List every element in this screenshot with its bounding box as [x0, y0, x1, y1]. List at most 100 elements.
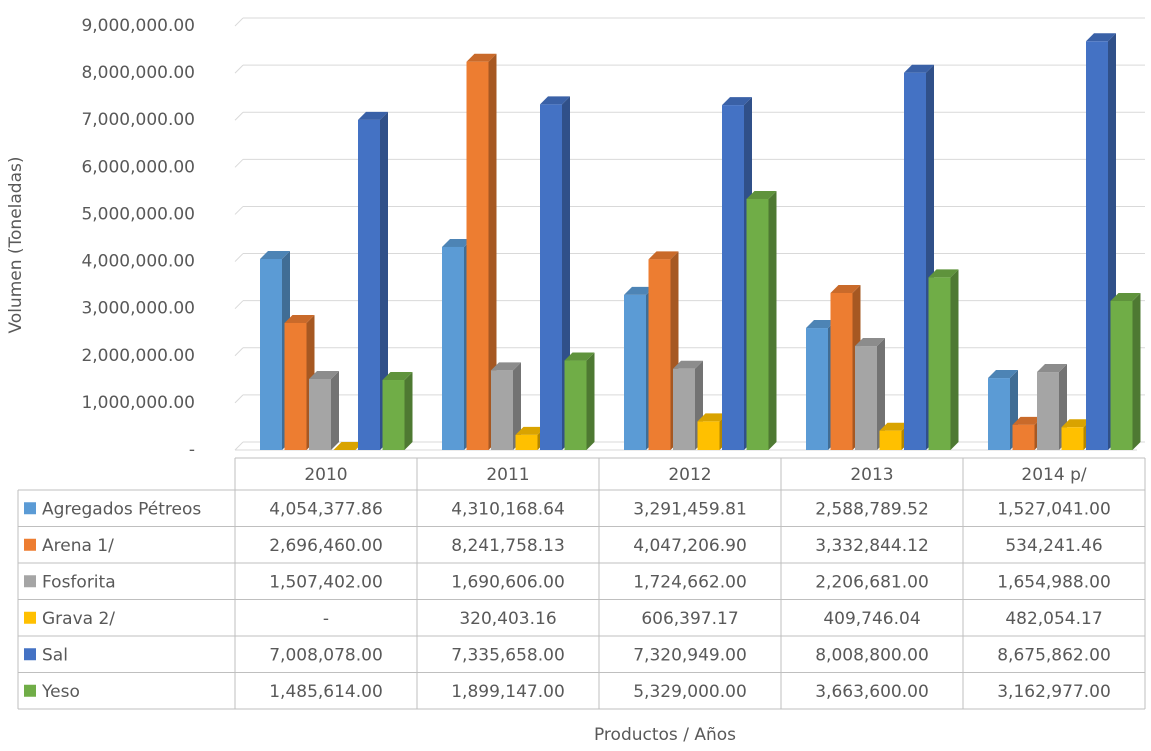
bar-top — [697, 413, 728, 422]
table-value: 1,690,606.00 — [451, 572, 565, 592]
y-tick-label: 1,000,000.00 — [81, 393, 195, 413]
bar-top — [1012, 416, 1043, 425]
bar-side — [768, 190, 777, 450]
grid-line-side — [234, 206, 244, 215]
bar-top — [830, 284, 861, 293]
bar-top — [722, 97, 752, 106]
grid-line-side — [234, 158, 244, 168]
y-tick-label: 6,000,000.00 — [81, 157, 195, 177]
table-value: 2,696,460.00 — [269, 536, 383, 556]
bar — [746, 198, 769, 450]
legend-key — [24, 502, 36, 515]
bar — [358, 119, 380, 450]
bar-side — [513, 362, 521, 450]
legend-label: Fosforita — [42, 572, 116, 592]
bar — [564, 360, 587, 450]
bar-top — [1037, 364, 1067, 373]
table-value: 1,507,402.00 — [269, 572, 383, 592]
legend-label: Grava 2/ — [42, 609, 115, 629]
y-tick-label: 7,000,000.00 — [81, 110, 195, 130]
legend-key — [24, 648, 36, 661]
table-value: 606,397.17 — [641, 609, 738, 629]
bar — [830, 292, 853, 450]
table-value: 1,527,041.00 — [997, 499, 1111, 519]
bar — [1110, 300, 1133, 450]
y-tick-label: 3,000,000.00 — [81, 299, 195, 319]
bar-top — [358, 111, 388, 120]
table-value: 3,332,844.12 — [815, 536, 929, 556]
bar-top — [904, 64, 934, 73]
grid-line-side — [234, 111, 244, 121]
legend-label: Agregados Pétreos — [42, 499, 201, 519]
bar — [1086, 41, 1108, 450]
bar-side — [950, 269, 959, 450]
grid-line-side — [234, 300, 244, 310]
table-value: 409,746.04 — [823, 609, 920, 629]
bar-side — [404, 372, 413, 450]
bar — [928, 277, 951, 450]
table-value: 7,008,078.00 — [269, 645, 383, 665]
bar — [988, 378, 1010, 450]
x-tick-label: 2012 — [668, 465, 711, 485]
bar — [382, 380, 405, 450]
y-tick-label: 8,000,000.00 — [81, 63, 195, 83]
table-value: 7,335,658.00 — [451, 645, 565, 665]
bar-side — [331, 370, 339, 450]
table-value: 482,054.17 — [1005, 609, 1102, 629]
bar-top — [1086, 33, 1116, 42]
bar — [466, 61, 489, 450]
legend-key — [24, 538, 36, 551]
bar — [879, 430, 902, 450]
bar-top — [988, 370, 1018, 379]
bar — [284, 322, 307, 450]
table-value: - — [323, 609, 329, 629]
y-tick-label: 4,000,000.00 — [81, 252, 195, 272]
grid-line-side — [234, 17, 244, 27]
grid-line-side — [234, 64, 244, 74]
y-tick-label: - — [189, 440, 195, 460]
bar — [260, 258, 282, 450]
bar-top — [928, 269, 959, 278]
x-tick-label: 2014 p/ — [1021, 465, 1086, 485]
table-value: 4,054,377.86 — [269, 499, 383, 519]
legend-key — [24, 684, 36, 697]
bar — [855, 346, 877, 450]
x-tick-label: 2011 — [486, 465, 529, 485]
y-axis-title: Volumen (Toneladas) — [6, 156, 26, 333]
table-value: 8,241,758.13 — [451, 536, 565, 556]
table-value: 3,291,459.81 — [633, 499, 747, 519]
legend-label: Arena 1/ — [42, 536, 114, 556]
bar — [673, 368, 695, 450]
bar-top — [284, 314, 315, 323]
table-value: 3,162,977.00 — [997, 682, 1111, 702]
bar-top — [879, 422, 910, 431]
bar-top — [382, 372, 413, 381]
bar-top — [515, 426, 546, 435]
table-value: 4,310,168.64 — [451, 499, 565, 519]
y-tick-label: 2,000,000.00 — [81, 346, 195, 366]
bar-top — [746, 190, 777, 199]
bar-top — [564, 352, 595, 361]
legend-label: Sal — [42, 645, 68, 665]
y-tick-label: 9,000,000.00 — [81, 16, 195, 36]
bar — [309, 378, 331, 450]
bar — [1037, 372, 1059, 450]
bar-side — [1132, 292, 1141, 450]
bar — [806, 328, 828, 450]
bar — [540, 104, 562, 451]
bar-top — [540, 96, 570, 105]
bar-top — [333, 442, 364, 450]
bar-side — [488, 53, 497, 450]
bar-top — [309, 370, 339, 379]
x-tick-label: 2013 — [850, 465, 893, 485]
bar-top — [806, 320, 836, 329]
bar-top — [466, 53, 497, 62]
bar-top — [260, 250, 290, 259]
bar-top — [442, 238, 472, 247]
table-value: 4,047,206.90 — [633, 536, 747, 556]
grid-line-side — [234, 441, 244, 451]
table-value: 534,241.46 — [1005, 536, 1102, 556]
table-value: 1,654,988.00 — [997, 572, 1111, 592]
bar-side — [586, 352, 595, 450]
